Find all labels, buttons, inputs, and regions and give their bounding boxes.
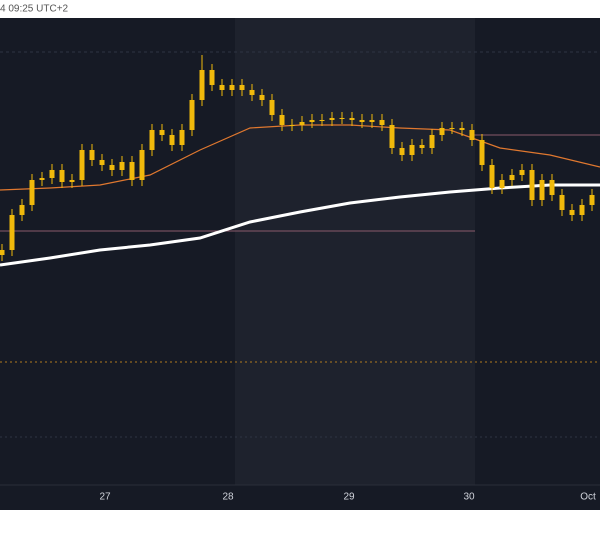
candle-body: [499, 180, 505, 188]
candle-body: [119, 162, 125, 170]
candle-body: [189, 100, 195, 130]
candle-body: [219, 85, 225, 90]
candle-body: [229, 85, 235, 90]
candle-body: [429, 135, 435, 148]
candle-body: [489, 165, 495, 188]
candle-body: [109, 165, 115, 170]
candle-body: [519, 170, 525, 175]
candle-body: [179, 130, 185, 145]
candle-body: [289, 125, 295, 126]
candle-body: [269, 100, 275, 115]
candle-body: [249, 90, 255, 95]
candle-body: [559, 195, 565, 210]
candle-body: [549, 180, 555, 195]
candle-body: [49, 170, 55, 178]
candle-body: [369, 120, 375, 122]
candle-body: [589, 195, 595, 205]
candle-body: [209, 70, 215, 85]
candle-body: [39, 178, 45, 180]
candle-body: [59, 170, 65, 182]
candle-body: [319, 120, 325, 121]
candle-body: [399, 148, 405, 155]
candle-body: [309, 120, 315, 122]
candle-body: [349, 118, 355, 120]
candle-body: [509, 175, 515, 180]
timestamp: 4 09:25 UTC+2: [0, 4, 69, 15]
candle-body: [139, 150, 145, 180]
x-tick-label: 28: [222, 492, 234, 503]
candle-body: [379, 120, 385, 125]
candle-body: [149, 130, 155, 150]
candle-body: [99, 160, 105, 165]
candle-body: [129, 162, 135, 180]
candle-body: [279, 115, 285, 125]
candle-body: [169, 135, 175, 145]
candle-body: [29, 180, 35, 205]
candle-body: [529, 170, 535, 200]
candle-body: [479, 140, 485, 165]
x-tick-label: 30: [463, 492, 475, 503]
candle-body: [259, 95, 265, 100]
candle-body: [449, 128, 455, 129]
candle-body: [539, 180, 545, 200]
candle-body: [329, 118, 335, 120]
candle-body: [359, 120, 365, 122]
candle-body: [89, 150, 95, 160]
candle-body: [199, 70, 205, 100]
candle-body: [469, 130, 475, 140]
candle-body: [569, 210, 575, 215]
candle-body: [0, 250, 5, 255]
candle-body: [69, 180, 75, 182]
candle-body: [19, 205, 25, 215]
candle-body: [419, 145, 425, 148]
x-tick-label: 29: [343, 492, 355, 503]
candle-body: [79, 150, 85, 180]
candle-body: [339, 118, 345, 119]
candle-body: [579, 205, 585, 215]
candle-body: [9, 215, 15, 250]
candle-body: [389, 125, 395, 148]
candle-body: [409, 145, 415, 155]
x-tick-label: Oct: [580, 492, 596, 503]
x-tick-label: 27: [99, 492, 111, 503]
candle-body: [239, 85, 245, 90]
candle-body: [159, 130, 165, 135]
candle-body: [459, 128, 465, 130]
candle-body: [299, 122, 305, 125]
day-shade: [235, 18, 475, 485]
candle-body: [439, 128, 445, 135]
